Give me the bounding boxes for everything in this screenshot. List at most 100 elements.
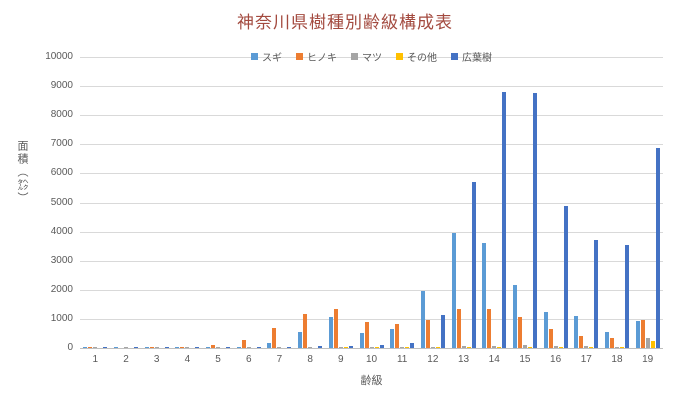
bar-マツ-6 <box>246 347 251 348</box>
bar-ヒノキ-18 <box>609 338 614 348</box>
x-tick-label: 12 <box>427 354 439 365</box>
bar-スギ-10 <box>359 332 364 348</box>
bar-マツ-18 <box>614 347 619 348</box>
bar-広葉樹-5 <box>226 347 231 348</box>
bar-ヒノキ-11 <box>395 323 400 348</box>
bar-マツ-15 <box>522 344 527 348</box>
bar-広葉樹-17 <box>594 240 599 348</box>
x-tick-label: 18 <box>611 354 623 365</box>
bar-マツ-1 <box>93 347 98 348</box>
bar-マツ-17 <box>584 346 589 348</box>
gridline <box>80 86 663 88</box>
x-tick-label: 14 <box>488 354 500 365</box>
bar-その他-14 <box>497 347 502 348</box>
bar-スギ-14 <box>482 243 487 348</box>
bar-ヒノキ-6 <box>241 340 246 348</box>
bar-広葉樹-16 <box>563 206 568 348</box>
gridline <box>80 289 663 291</box>
bar-スギ-16 <box>543 311 548 348</box>
legend-item-hinoki: ヒノキ <box>296 49 337 64</box>
bar-スギ-17 <box>574 316 579 348</box>
chart-title: 神奈川県樹種別齢級構成表 <box>237 13 453 32</box>
bar-スギ-5 <box>206 347 211 348</box>
bar-スギ-18 <box>604 332 609 348</box>
bar-ヒノキ-8 <box>303 313 308 348</box>
bar-スギ-11 <box>390 329 395 348</box>
gridline <box>80 202 663 204</box>
x-axis-title: 齢級 <box>360 375 383 387</box>
bar-その他-15 <box>527 347 532 348</box>
bar-広葉樹-18 <box>624 245 629 348</box>
bar-スギ-19 <box>635 320 640 348</box>
bar-その他-17 <box>589 347 594 348</box>
bar-その他-13 <box>466 347 471 348</box>
bar-ヒノキ-17 <box>579 336 584 348</box>
gridline <box>80 173 663 175</box>
y-tick-label: 8000 <box>50 109 73 121</box>
bar-スギ-3 <box>144 347 149 348</box>
gridline <box>80 57 663 58</box>
bar-ヒノキ-5 <box>211 345 216 348</box>
bar-スギ-2 <box>114 347 119 348</box>
legend-item-sugi: スギ <box>251 49 282 64</box>
bar-広葉樹-6 <box>256 346 261 348</box>
bar-マツ-13 <box>461 346 466 348</box>
bar-マツ-5 <box>216 347 221 348</box>
bar-その他-18 <box>619 347 624 348</box>
bar-スギ-15 <box>512 284 517 348</box>
bar-スギ-8 <box>298 332 303 348</box>
bar-ヒノキ-4 <box>180 346 185 348</box>
y-tick-label: 4000 <box>50 225 73 237</box>
y-tick-label: 10000 <box>45 51 73 62</box>
bar-ヒノキ-19 <box>640 320 645 348</box>
bar-マツ-12 <box>430 346 435 348</box>
bar-ヒノキ-13 <box>456 309 461 348</box>
y-tick-label: 0 <box>67 342 73 353</box>
x-tick-label: 9 <box>338 354 344 365</box>
bar-ヒノキ-15 <box>517 317 522 348</box>
x-tick-label: 2 <box>123 354 129 365</box>
bar-スギ-12 <box>420 291 425 348</box>
x-tick-label: 19 <box>642 354 654 365</box>
bar-スギ-7 <box>267 343 272 348</box>
legend-swatch-sonota <box>396 53 403 60</box>
legend-label-sugi: スギ <box>262 53 282 64</box>
legend-label-hinoki: ヒノキ <box>307 53 337 64</box>
legend-swatch-sugi <box>251 53 258 60</box>
bar-スギ-1 <box>83 347 88 348</box>
x-tick-label: 11 <box>396 354 408 365</box>
bar-広葉樹-19 <box>655 148 660 348</box>
plot-area <box>80 57 663 349</box>
bar-マツ-2 <box>124 347 129 348</box>
bar-その他-9 <box>343 347 348 348</box>
bar-広葉樹-12 <box>440 315 445 348</box>
bar-ヒノキ-10 <box>364 322 369 348</box>
legend-item-sonota: その他 <box>396 49 437 64</box>
bar-その他-19 <box>650 340 655 348</box>
bar-広葉樹-7 <box>287 346 292 348</box>
legend-swatch-hinoki <box>296 53 303 60</box>
bar-広葉樹-8 <box>318 346 323 348</box>
bar-ヒノキ-1 <box>88 347 93 348</box>
y-tick-label: 1000 <box>50 312 73 324</box>
x-tick-label: 15 <box>519 354 531 365</box>
bar-スギ-9 <box>328 317 333 348</box>
x-tick-label: 10 <box>365 354 378 365</box>
bar-マツ-11 <box>400 346 405 348</box>
bar-ヒノキ-3 <box>149 347 154 348</box>
gridline <box>80 144 663 146</box>
y-tick-label: 3000 <box>50 254 73 266</box>
legend-item-matsu: マツ <box>351 49 382 64</box>
bar-マツ-8 <box>308 346 313 348</box>
bar-ヒノキ-7 <box>272 327 277 348</box>
bar-マツ-10 <box>369 346 374 348</box>
legend-label-matsu: マツ <box>362 53 382 64</box>
bar-その他-11 <box>405 347 410 348</box>
y-tick-label: 5000 <box>50 196 73 208</box>
bar-広葉樹-11 <box>410 343 415 348</box>
bar-その他-12 <box>435 347 440 348</box>
y-tick-label: 9000 <box>50 80 73 92</box>
bar-マツ-4 <box>185 347 190 348</box>
bar-広葉樹-15 <box>532 93 537 348</box>
